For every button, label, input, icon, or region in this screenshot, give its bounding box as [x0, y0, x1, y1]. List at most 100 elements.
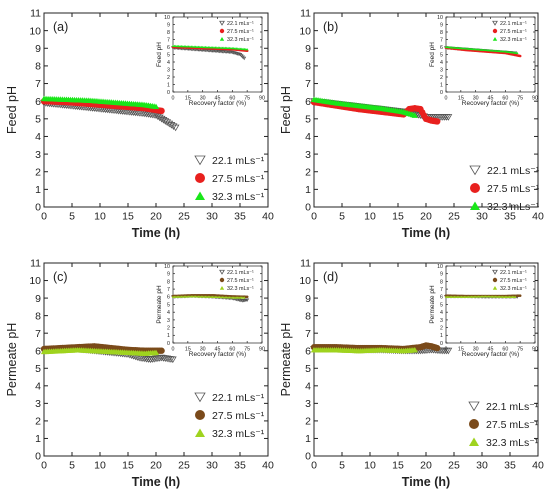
inset-y-tick-label: 4	[167, 60, 170, 66]
inset-x-tick-label: 0	[445, 95, 448, 101]
inset-y-tick-label: 4	[167, 310, 170, 316]
main-x-tick-label: 5	[339, 460, 345, 472]
main-plot-area	[310, 342, 453, 355]
legend-marker	[194, 392, 206, 403]
inset-legend-label: 22.1 mLs⁻¹	[500, 21, 527, 27]
main-x-tick-label: 5	[339, 211, 345, 223]
inset-x-tick-label: 45	[215, 346, 221, 352]
inset-legend-marker	[219, 28, 225, 34]
panel-label: (d)	[323, 270, 338, 284]
legend: 22.1 mLs⁻¹ 27.5 mLs⁻¹ 32.3 mLs⁻¹	[194, 392, 265, 440]
main-y-tick-label: 8	[35, 61, 41, 73]
inset-y-tick-label: 8	[167, 30, 170, 36]
inset-x-tick-label: 30	[200, 95, 206, 101]
inset-x-tick-label: 90	[259, 346, 265, 352]
main-x-tick-label: 20	[150, 460, 162, 472]
inset-x-tick-label: 90	[532, 346, 538, 352]
inset-y-tick-label: 2	[167, 325, 170, 331]
main-x-tick-label: 25	[178, 211, 190, 223]
series-3	[40, 346, 160, 356]
main-x-tick-label: 30	[476, 211, 488, 223]
inset-frame	[172, 16, 263, 93]
inset-y-tick-label: 0	[167, 341, 170, 347]
main-y-tick-label: 2	[305, 416, 311, 428]
legend: 22.1 mLs⁻¹ 27.5 mLs⁻¹ 32.3 mLs⁻¹	[468, 401, 539, 449]
main-x-tick-label: 10	[94, 460, 106, 472]
main-y-tick-label: 6	[305, 345, 311, 357]
legend-label: 22.1 mLs⁻¹	[487, 165, 540, 177]
inset-y-axis-label: Feed pH	[156, 42, 163, 67]
main-x-tick-label: 30	[206, 211, 218, 223]
main-y-tick-label: 5	[305, 363, 311, 375]
main-y-tick-label: 10	[299, 275, 311, 287]
main-plot-area	[40, 95, 180, 132]
inset-y-tick-label: 10	[164, 15, 170, 21]
inset-x-tick-label: 30	[473, 95, 479, 101]
main-x-tick-label: 40	[262, 460, 274, 472]
inset-y-tick-label: 1	[440, 82, 443, 88]
main-y-tick-label: 11	[300, 8, 311, 20]
panel-label: (b)	[323, 20, 338, 34]
y-axis-label: Permeate pH	[5, 323, 19, 397]
inset-legend-marker	[492, 37, 498, 41]
inset-x-tick-label: 75	[517, 346, 523, 352]
inset-y-tick-label: 0	[440, 90, 443, 96]
data-point	[158, 347, 165, 354]
inset-y-tick-label: 10	[437, 264, 443, 270]
legend-marker	[195, 191, 205, 200]
inset-y-tick-label: 10	[437, 15, 443, 21]
inset-x-tick-label: 0	[445, 346, 448, 352]
main-x-tick-label: 0	[311, 211, 317, 223]
main-y-tick-label: 3	[35, 149, 41, 161]
inset-legend-marker	[219, 37, 225, 41]
inset-y-tick-label: 2	[167, 75, 170, 81]
inset-x-axis-label: Recovery factor (%)	[462, 351, 519, 358]
main-y-tick-label: 6	[35, 345, 41, 357]
inset-legend-label: 27.5 mLs⁻¹	[227, 29, 254, 35]
inset-y-axis-label: Feed pH	[429, 42, 436, 67]
data-point	[434, 118, 441, 125]
inset-legend-marker	[492, 286, 498, 290]
inset-legend-label: 27.5 mLs⁻¹	[227, 278, 254, 284]
main-y-tick-label: 10	[299, 25, 311, 37]
inset-x-tick-label: 45	[488, 346, 494, 352]
inset-x-tick-label: 15	[458, 346, 464, 352]
inset-y-tick-label: 5	[167, 52, 170, 58]
main-y-tick-label: 8	[305, 310, 311, 322]
main-x-tick-label: 10	[94, 211, 106, 223]
inset-y-tick-label: 2	[440, 75, 443, 81]
legend-label: 22.1 mLs⁻¹	[486, 401, 539, 413]
main-y-tick-label: 7	[305, 328, 311, 340]
inset-data-point	[242, 296, 246, 299]
legend-label: 32.3 mLs⁻¹	[212, 191, 265, 203]
legend-label: 27.5 mLs⁻¹	[212, 410, 265, 422]
inset-x-axis-label: Recovery factor (%)	[189, 100, 246, 107]
main-y-tick-label: 11	[30, 8, 41, 20]
main-x-tick-label: 5	[69, 211, 75, 223]
panel-label: (a)	[53, 20, 68, 34]
inset-x-tick-label: 90	[532, 95, 538, 101]
main-x-tick-label: 20	[420, 211, 432, 223]
inset-y-tick-label: 9	[440, 272, 443, 278]
legend-label: 22.1 mLs⁻¹	[212, 155, 265, 167]
data-point	[169, 123, 178, 130]
inset-x-tick-label: 90	[259, 95, 265, 101]
main-plot-area	[310, 96, 453, 125]
inset-legend-marker	[492, 20, 498, 26]
inset-x-tick-label: 75	[517, 95, 523, 101]
inset-series-3	[171, 295, 246, 299]
main-x-tick-label: 25	[178, 460, 190, 472]
inset-y-tick-label: 6	[167, 295, 170, 301]
inset-y-tick-label: 9	[440, 22, 443, 28]
inset-x-tick-label: 30	[200, 346, 206, 352]
main-y-tick-label: 11	[30, 258, 41, 270]
data-point	[411, 346, 418, 353]
main-plot-area	[40, 343, 177, 364]
main-x-tick-label: 40	[262, 211, 274, 223]
main-y-tick-label: 7	[305, 78, 311, 90]
inset-legend-label: 22.1 mLs⁻¹	[500, 270, 527, 276]
inset-y-tick-label: 3	[167, 318, 170, 324]
main-x-tick-label: 30	[206, 460, 218, 472]
main-y-tick-label: 9	[35, 43, 41, 55]
